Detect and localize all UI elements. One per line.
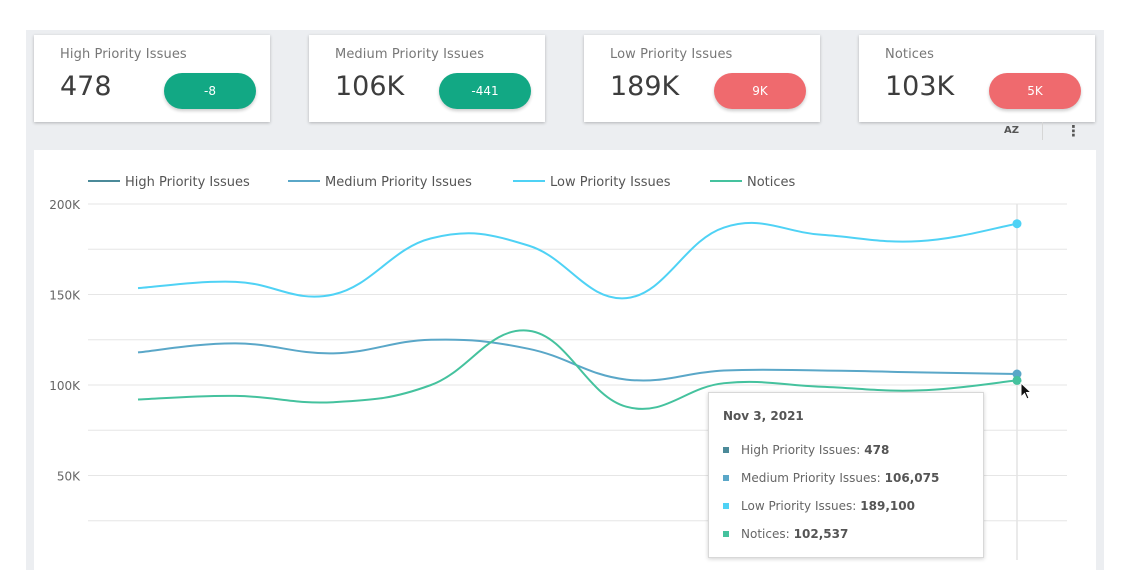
legend-item-high-priority-issues[interactable]: High Priority Issues — [88, 175, 250, 190]
kpi-card-high-priority[interactable]: High Priority Issues 478 -8 — [34, 35, 270, 122]
kpi-delta-badge: -8 — [164, 73, 256, 109]
legend-label: High Priority Issues — [125, 175, 250, 190]
legend-label: Low Priority Issues — [550, 175, 671, 190]
y-tick-label: 150K — [49, 289, 81, 303]
legend-swatch-icon — [723, 447, 729, 453]
kpi-title: Low Priority Issues — [610, 47, 733, 62]
tooltip-row-medium: Medium Priority Issues: 106,075 — [723, 471, 939, 485]
data-point-notices[interactable] — [1012, 375, 1022, 385]
sort-az-icon[interactable]: AZ — [1004, 125, 1019, 136]
legend-item-medium-priority-issues[interactable]: Medium Priority Issues — [288, 175, 472, 190]
kpi-card-low-priority[interactable]: Low Priority Issues 189K 9K — [584, 35, 820, 122]
legend-label: Medium Priority Issues — [325, 175, 472, 190]
legend-label: Notices — [747, 175, 796, 190]
y-tick-label: 200K — [49, 198, 81, 212]
more-vertical-icon[interactable]: ⋮ — [1066, 122, 1081, 140]
kpi-title: High Priority Issues — [60, 47, 187, 62]
chart-points — [1012, 219, 1022, 385]
legend-swatch-icon — [723, 503, 729, 509]
data-point-medium-priority-issues[interactable] — [1012, 369, 1022, 379]
toolbar-divider — [1042, 122, 1043, 140]
kpi-delta-badge: 5K — [989, 73, 1081, 109]
kpi-value: 478 — [60, 71, 112, 102]
chart-tooltip: Nov 3, 2021 High Priority Issues: 478 Me… — [708, 392, 984, 558]
tooltip-value: 189,100 — [860, 499, 915, 513]
kpi-value: 106K — [335, 71, 405, 102]
tooltip-row-high: High Priority Issues: 478 — [723, 443, 889, 457]
tooltip-value: 478 — [864, 443, 890, 457]
legend-swatch-icon — [723, 475, 729, 481]
legend-item-low-priority-issues[interactable]: Low Priority Issues — [513, 175, 671, 190]
data-point-low-priority-issues[interactable] — [1012, 219, 1022, 229]
kpi-card-medium-priority[interactable]: Medium Priority Issues 106K -441 — [309, 35, 545, 122]
mouse-cursor-icon — [1020, 382, 1033, 400]
tooltip-date: Nov 3, 2021 — [723, 409, 804, 423]
series-line-low-priority-issues — [137, 221, 1018, 300]
y-axis: 50K 100K 150K 200K — [49, 198, 81, 484]
tooltip-row-low: Low Priority Issues: 189,100 — [723, 499, 915, 513]
legend-swatch-icon — [723, 531, 729, 537]
chart-legend: High Priority Issues Medium Priority Issu… — [88, 175, 796, 190]
tooltip-label: High Priority Issues: — [741, 443, 861, 457]
kpi-title: Notices — [885, 47, 935, 62]
legend-item-notices[interactable]: Notices — [710, 175, 796, 190]
chart-lines — [137, 221, 1018, 410]
tooltip-value: 106,075 — [884, 471, 940, 485]
y-tick-label: 100K — [49, 379, 81, 393]
kpi-delta-badge: -441 — [439, 73, 531, 109]
tooltip-label: Low Priority Issues: — [741, 499, 857, 513]
tooltip-row-notices: Notices: 102,537 — [723, 527, 848, 541]
y-tick-label: 50K — [57, 470, 81, 484]
kpi-title: Medium Priority Issues — [335, 47, 485, 62]
kpi-delta-badge: 9K — [714, 73, 806, 109]
tooltip-label: Notices: — [741, 527, 790, 541]
series-line-notices — [137, 329, 1018, 410]
kpi-value: 103K — [885, 71, 955, 102]
tooltip-value: 102,537 — [793, 527, 849, 541]
kpi-value: 189K — [610, 71, 680, 102]
series-line-medium-priority-issues — [137, 338, 1018, 382]
tooltip-label: Medium Priority Issues: — [741, 471, 881, 485]
kpi-card-notices[interactable]: Notices 103K 5K — [859, 35, 1095, 122]
